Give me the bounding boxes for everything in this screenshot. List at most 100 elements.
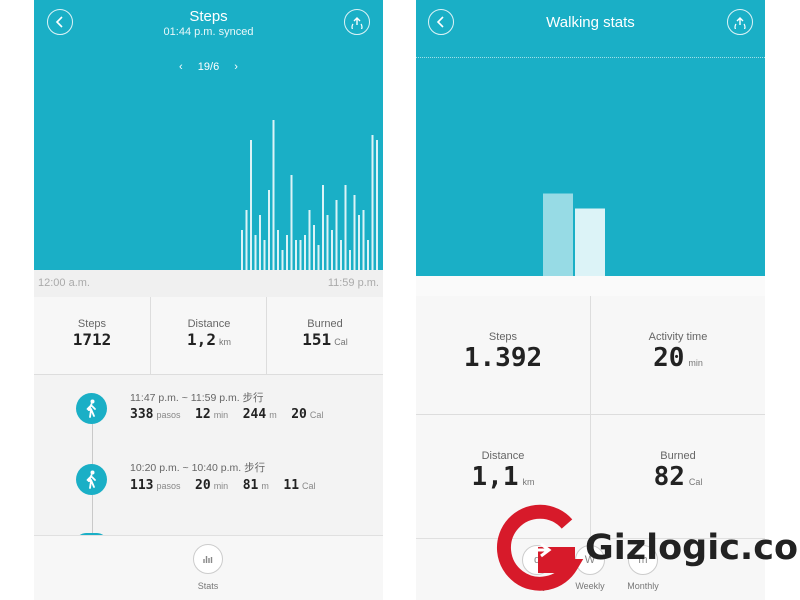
steps-bar — [376, 140, 378, 270]
stat-label: Burned — [660, 450, 696, 462]
page-title: Steps — [189, 8, 228, 25]
stat-value: 1,1 — [471, 462, 519, 492]
steps-bar — [344, 185, 347, 270]
summary-unit: km — [218, 337, 231, 347]
summary-value: 1,2 — [187, 330, 216, 349]
activity-item[interactable]: 11:47 p.m. ~ 11:59 p.m. 步行 338 pasos 12 mi… — [34, 380, 383, 450]
steps-bar — [353, 195, 356, 270]
steps-bar — [277, 230, 279, 270]
gizlogic-logo-icon — [496, 504, 584, 591]
header: Steps 01:44 p.m. synced — [34, 0, 383, 44]
steps-bar — [272, 120, 275, 270]
steps-bar — [326, 215, 329, 270]
steps-bar — [340, 240, 342, 270]
weekly-chart-area — [416, 0, 765, 276]
stat-value: 82 — [653, 462, 685, 492]
stat-value: 1.392 — [463, 343, 543, 373]
back-button[interactable] — [428, 9, 454, 35]
page-title: Walking stats — [546, 14, 635, 31]
steps-bar — [362, 210, 365, 270]
day-bar — [543, 193, 573, 276]
stat-unit: km — [522, 477, 535, 487]
steps-bar — [245, 210, 248, 270]
steps-bar — [313, 225, 315, 270]
stat-distance: Distance 1,1 km — [416, 450, 590, 492]
steps-bar — [281, 250, 284, 270]
next-date-button[interactable]: › — [234, 61, 238, 73]
tab-monthly[interactable]: m — [628, 545, 658, 575]
walking-icon — [76, 393, 107, 424]
tab-weekly-label: Weekly — [575, 581, 605, 591]
steps-bar — [290, 175, 293, 270]
time-axis: 12:00 a.m. 11:59 p.m. — [34, 270, 383, 297]
steps-bar — [335, 200, 338, 270]
steps-screen: Steps 01:44 p.m. synced ‹ 19/6 › 12:00 a… — [34, 0, 383, 600]
steps-bar — [299, 240, 302, 270]
walking-icon — [76, 464, 107, 495]
divider — [590, 296, 591, 536]
stat-value: 20 — [653, 343, 685, 373]
upload-icon — [734, 17, 746, 29]
stat-unit: Cal — [688, 477, 703, 487]
period-tab-bar: d Daily W Weekly m Monthly — [416, 538, 765, 600]
steps-bar — [259, 215, 261, 270]
summary-unit: Cal — [334, 337, 348, 347]
summary-distance: Distance 1,2 km — [151, 318, 267, 350]
stats-label: Stats — [197, 581, 219, 591]
steps-bar — [317, 245, 320, 270]
activity-stats: 338 pasos 12 min 244 m 20 Cal — [130, 407, 324, 422]
divider — [34, 374, 383, 375]
header: Walking stats — [416, 0, 765, 44]
goal-line — [416, 57, 765, 58]
day-bar — [575, 208, 605, 276]
steps-bar — [367, 240, 369, 270]
divider — [416, 414, 765, 415]
bar-chart-icon — [203, 556, 213, 563]
stats-button[interactable] — [193, 544, 223, 574]
tab-monthly-label: Monthly — [627, 581, 659, 591]
share-button[interactable] — [344, 9, 370, 35]
stat-unit: min — [688, 358, 703, 368]
bottom-tab-bar: Stats — [34, 535, 383, 600]
gizlogic-watermark: Gizlogic.com — [495, 500, 800, 600]
steps-bar — [250, 140, 252, 270]
steps-bar — [254, 235, 257, 270]
stat-label: Distance — [481, 450, 525, 462]
steps-bar — [358, 215, 360, 270]
steps-bar — [349, 250, 351, 270]
stat-burned: Burned 82 Cal — [591, 450, 765, 492]
summary-value: 151 — [302, 330, 332, 349]
current-date: 19/6 — [197, 61, 220, 73]
steps-bar — [241, 230, 243, 270]
activity-time: 10:20 p.m. ~ 10:40 p.m. 步行 — [130, 462, 266, 474]
stat-label: Activity time — [648, 331, 708, 343]
summary-label: Distance — [187, 318, 231, 330]
summary-panel: Steps 1712 Distance 1,2 km Burned 151 Cal — [34, 297, 383, 374]
summary-label: Steps — [77, 318, 107, 330]
steps-bar — [308, 210, 311, 270]
share-button[interactable] — [727, 9, 753, 35]
stat-activity-time: Activity time 20 min — [591, 331, 765, 373]
time-axis-end: 11:59 p.m. — [327, 277, 379, 289]
steps-bar — [304, 235, 306, 270]
activity-time: 11:47 p.m. ~ 11:59 p.m. 步行 — [130, 392, 264, 404]
x-axis — [416, 276, 765, 296]
back-button[interactable] — [47, 9, 73, 35]
watermark-text: Gizlogic.com — [585, 528, 800, 568]
activity-stats: 113 pasos 20 min 81 m 11 Cal — [130, 478, 316, 493]
activity-item[interactable]: 10:20 p.m. ~ 10:40 p.m. 步行 113 pasos 20 mi… — [34, 452, 383, 522]
steps-bar — [286, 235, 288, 270]
sync-status: 01:44 p.m. synced — [163, 26, 254, 38]
steps-bar — [263, 240, 266, 270]
prev-date-button[interactable]: ‹ — [179, 61, 183, 73]
walking-stats-screen: Walking stats 6/156/166/176/18YesterdayT… — [416, 0, 765, 600]
chevron-left-icon — [55, 16, 63, 28]
steps-bar — [268, 190, 270, 270]
summary-value: 1712 — [72, 330, 112, 349]
time-axis-start: 12:00 a.m. — [38, 277, 90, 289]
upload-icon — [351, 17, 363, 29]
stat-steps: Steps 1.392 — [416, 331, 590, 373]
divider — [150, 297, 151, 374]
steps-bar — [331, 230, 333, 270]
steps-bar — [295, 240, 297, 270]
